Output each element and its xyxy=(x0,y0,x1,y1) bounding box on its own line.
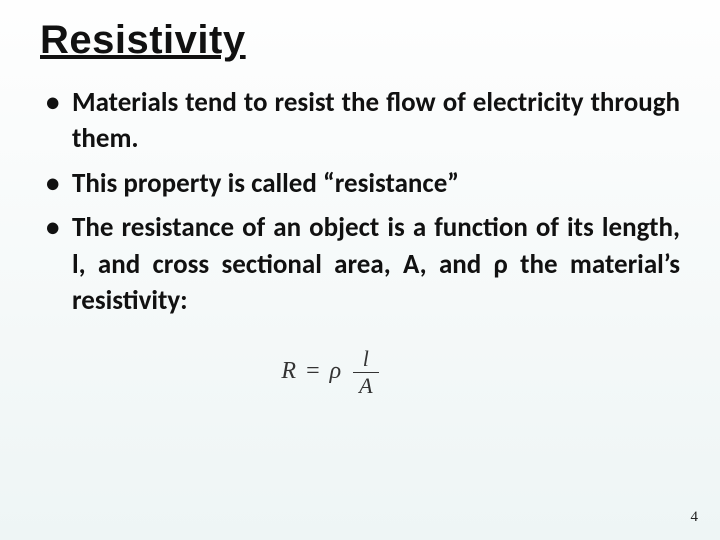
resistance-formula: R = ρ l A xyxy=(0,348,680,397)
bullet-item: This property is called “resistance” xyxy=(40,166,680,202)
slide-title: Resistivity xyxy=(40,18,680,63)
formula-numerator: l xyxy=(353,348,378,373)
bullet-item: Materials tend to resist the flow of ele… xyxy=(40,85,680,158)
formula-denominator: A xyxy=(353,373,378,397)
slide: Resistivity Materials tend to resist the… xyxy=(0,0,720,540)
bullet-list: Materials tend to resist the flow of ele… xyxy=(40,85,680,320)
formula-fraction: l A xyxy=(353,348,378,397)
bullet-item: The resistance of an object is a functio… xyxy=(40,210,680,319)
formula-eq: = xyxy=(306,358,320,384)
page-number: 4 xyxy=(691,509,699,526)
formula-rho: ρ xyxy=(330,358,342,384)
formula-lhs: R xyxy=(281,358,296,384)
